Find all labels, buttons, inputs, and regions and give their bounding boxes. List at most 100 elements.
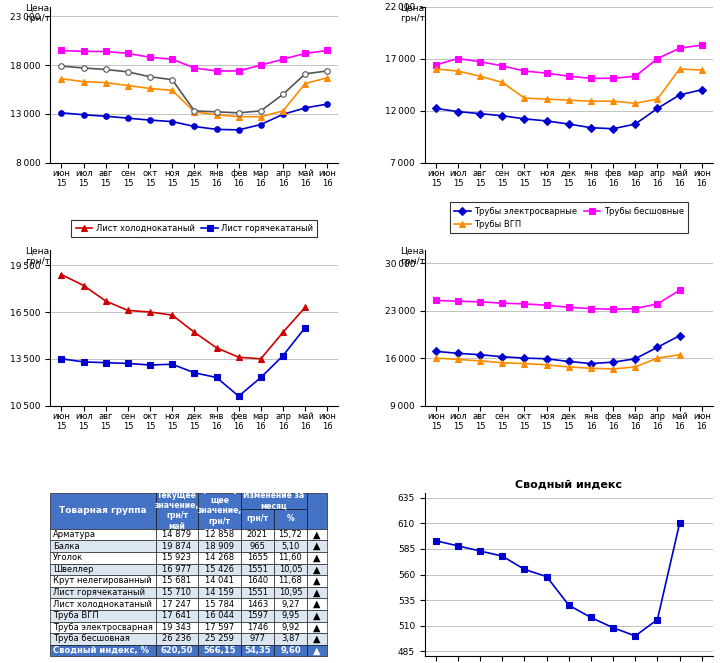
Bar [198,540,240,552]
Text: Изменение за
месяц: Изменение за месяц [243,491,305,511]
Text: ▲: ▲ [313,564,321,574]
Bar [50,598,156,610]
Text: 18 909: 18 909 [205,542,234,550]
Bar [156,621,198,633]
Bar [240,564,274,575]
Bar [198,575,240,587]
Y-axis label: Цена,
грн/т: Цена, грн/т [400,247,427,266]
Bar [156,552,198,564]
Text: 1597: 1597 [247,611,268,621]
Bar [307,564,327,575]
Bar [50,644,156,656]
Text: Швеллер: Швеллер [53,565,93,574]
Bar [50,621,156,633]
Bar [240,587,274,598]
Bar [156,587,198,598]
Bar [156,598,198,610]
Text: 14 041: 14 041 [205,576,234,585]
Legend: Лист холоднокатаный, Лист горячекатаный: Лист холоднокатаный, Лист горячекатаный [71,219,318,237]
Bar [50,493,156,528]
Text: Балка: Балка [53,542,79,550]
Bar [307,552,327,564]
Text: 1551: 1551 [247,565,268,574]
Text: 1655: 1655 [247,553,268,562]
Text: 16 977: 16 977 [162,565,192,574]
Bar [240,509,274,528]
Bar [274,633,307,644]
Bar [198,621,240,633]
Bar [240,493,307,509]
Bar [307,633,327,644]
Y-axis label: Цена,
грн/т: Цена, грн/т [25,247,53,266]
Bar [274,621,307,633]
Bar [274,528,307,540]
Text: 16 044: 16 044 [205,611,234,621]
Text: 12 858: 12 858 [205,530,234,539]
Bar [274,610,307,621]
Bar [307,540,327,552]
Text: 15 923: 15 923 [162,553,192,562]
Bar [198,493,240,528]
Text: 9,60: 9,60 [280,646,301,655]
Text: 9,95: 9,95 [282,611,300,621]
Text: ▲: ▲ [313,623,321,633]
Text: %: % [287,514,294,523]
Bar [50,540,156,552]
Bar [50,587,156,598]
Text: ▲: ▲ [313,646,321,656]
Text: Труба электросварная: Труба электросварная [53,623,153,632]
Text: 566,15: 566,15 [203,646,235,655]
Text: 10,95: 10,95 [279,588,302,597]
Text: Текущее
значение,
грн/т
май: Текущее значение, грн/т май [155,491,199,531]
Text: 17 641: 17 641 [162,611,192,621]
Bar [274,564,307,575]
Y-axis label: Цена,
грн/т: Цена, грн/т [25,3,53,23]
Bar [198,587,240,598]
Bar [240,621,274,633]
Text: 19 343: 19 343 [162,623,192,632]
Y-axis label: Цена,
грн/т: Цена, грн/т [400,3,427,23]
Text: ▲: ▲ [313,611,321,621]
Text: 17 247: 17 247 [162,599,192,609]
Bar [50,633,156,644]
Text: 11,60: 11,60 [279,553,302,562]
Bar [156,493,198,528]
Text: 26 236: 26 236 [162,634,192,644]
Text: 17 597: 17 597 [205,623,234,632]
Text: Труба бесшовная: Труба бесшовная [53,634,130,644]
Bar [198,552,240,564]
Bar [50,575,156,587]
Text: Товарная группа: Товарная группа [59,507,147,515]
Title: Сводный индекс: Сводный индекс [516,479,622,489]
Bar [240,633,274,644]
Bar [307,621,327,633]
Bar [198,598,240,610]
Text: ▲: ▲ [313,599,321,609]
Bar [240,540,274,552]
Bar [156,610,198,621]
Bar [240,528,274,540]
Text: ▲: ▲ [313,530,321,540]
Bar [198,644,240,656]
Bar [274,552,307,564]
Bar [274,575,307,587]
Text: Уголок: Уголок [53,553,83,562]
Text: ▲: ▲ [313,634,321,644]
Bar [50,552,156,564]
Text: 3,87: 3,87 [281,634,300,644]
Text: Предыду-
щее
значение,
грн/т
апрель: Предыду- щее значение, грн/т апрель [197,485,242,536]
Text: Лист холоднокатаный: Лист холоднокатаный [53,599,152,609]
Bar [156,644,198,656]
Bar [240,598,274,610]
Text: 10,05: 10,05 [279,565,302,574]
Bar [307,528,327,540]
Text: ▲: ▲ [313,587,321,597]
Text: 19 874: 19 874 [162,542,192,550]
Legend: Трубы электросварные, Трубы ВГП, Трубы бесшовные: Трубы электросварные, Трубы ВГП, Трубы б… [450,202,688,233]
Bar [307,587,327,598]
Text: 14 159: 14 159 [205,588,234,597]
Text: 1640: 1640 [247,576,268,585]
Text: Крут нелегированный: Крут нелегированный [53,576,151,585]
Text: 15 784: 15 784 [205,599,234,609]
Bar [198,564,240,575]
